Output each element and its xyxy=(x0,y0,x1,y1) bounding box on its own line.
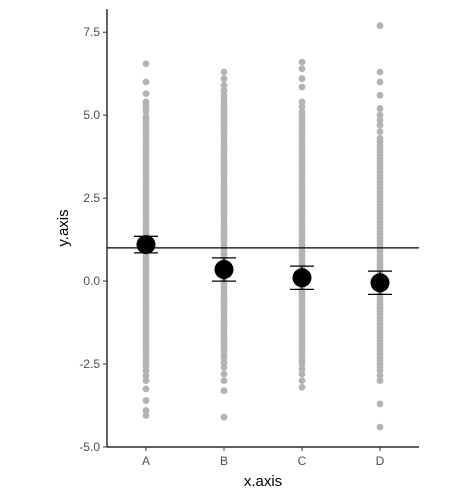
y-tick-label: -5.0 xyxy=(79,440,100,454)
raw-point-a xyxy=(142,407,150,414)
raw-point-a xyxy=(142,412,150,419)
raw-point-b xyxy=(220,387,228,394)
raw-point-c xyxy=(298,383,306,391)
x-tick-label-b: B xyxy=(220,454,228,468)
raw-point-b xyxy=(220,363,228,371)
raw-point-a xyxy=(142,78,150,86)
raw-point-d xyxy=(376,121,384,129)
raw-point-b xyxy=(220,81,228,89)
raw-point-d xyxy=(376,367,384,375)
x-ticks-layer: A B C D xyxy=(142,447,385,468)
raw-point-d xyxy=(376,78,384,86)
raw-point-c xyxy=(298,360,306,368)
raw-point-a xyxy=(142,385,150,393)
raw-point-c xyxy=(298,65,306,73)
mean-point-b xyxy=(214,259,234,279)
raw-point-a xyxy=(142,367,150,375)
x-tick-label-a: A xyxy=(142,454,150,468)
raw-point-b xyxy=(220,377,228,385)
x-axis-title: x.axis xyxy=(244,473,282,490)
raw-point-c xyxy=(298,103,306,111)
raw-points-layer xyxy=(142,22,384,431)
raw-point-b xyxy=(220,413,228,421)
mean-point-d xyxy=(370,273,390,293)
raw-point-c xyxy=(298,370,306,378)
raw-point-b xyxy=(220,358,228,366)
raw-point-d xyxy=(376,68,384,76)
raw-point-d xyxy=(376,128,384,136)
raw-point-b xyxy=(220,370,228,378)
raw-point-a xyxy=(142,90,150,98)
raw-point-d xyxy=(376,111,384,119)
y-tick-label: 5.0 xyxy=(83,108,100,122)
raw-point-d xyxy=(376,22,384,29)
raw-point-d xyxy=(376,377,384,385)
y-tick-label: 2.5 xyxy=(83,191,100,205)
y-tick-label: 7.5 xyxy=(83,25,100,39)
raw-point-d xyxy=(376,105,384,112)
x-tick-label-c: C xyxy=(298,454,307,468)
raw-point-d xyxy=(376,423,384,431)
mean-point-a xyxy=(136,235,156,255)
raw-point-c xyxy=(298,58,306,66)
raw-point-a xyxy=(142,60,150,68)
raw-point-c xyxy=(298,365,306,373)
raw-point-b xyxy=(220,75,228,83)
raw-point-a xyxy=(142,372,150,380)
raw-point-b xyxy=(220,68,228,76)
raw-point-a xyxy=(142,108,150,116)
x-tick-label-d: D xyxy=(376,454,385,468)
raw-point-a xyxy=(142,377,150,385)
raw-point-c xyxy=(298,75,306,83)
raw-point-a xyxy=(142,397,150,404)
axes-layer xyxy=(106,9,419,448)
mean-point-c xyxy=(292,268,312,288)
raw-point-c xyxy=(298,98,306,106)
raw-point-d xyxy=(376,91,384,99)
raw-point-d xyxy=(376,372,384,380)
raw-point-d xyxy=(376,116,384,124)
y-tick-label: 0.0 xyxy=(83,274,100,288)
raw-point-b xyxy=(220,354,228,361)
y-ticks-layer: -5.0 -2.5 0.0 2.5 5.0 7.5 xyxy=(79,25,107,454)
y-axis-title: y.axis xyxy=(55,209,72,246)
y-tick-label: -2.5 xyxy=(79,357,100,371)
raw-point-c xyxy=(298,83,306,91)
summary-layer xyxy=(134,235,392,296)
raw-point-d xyxy=(376,400,384,408)
raw-point-c xyxy=(298,377,306,385)
raw-point-b xyxy=(220,86,228,94)
